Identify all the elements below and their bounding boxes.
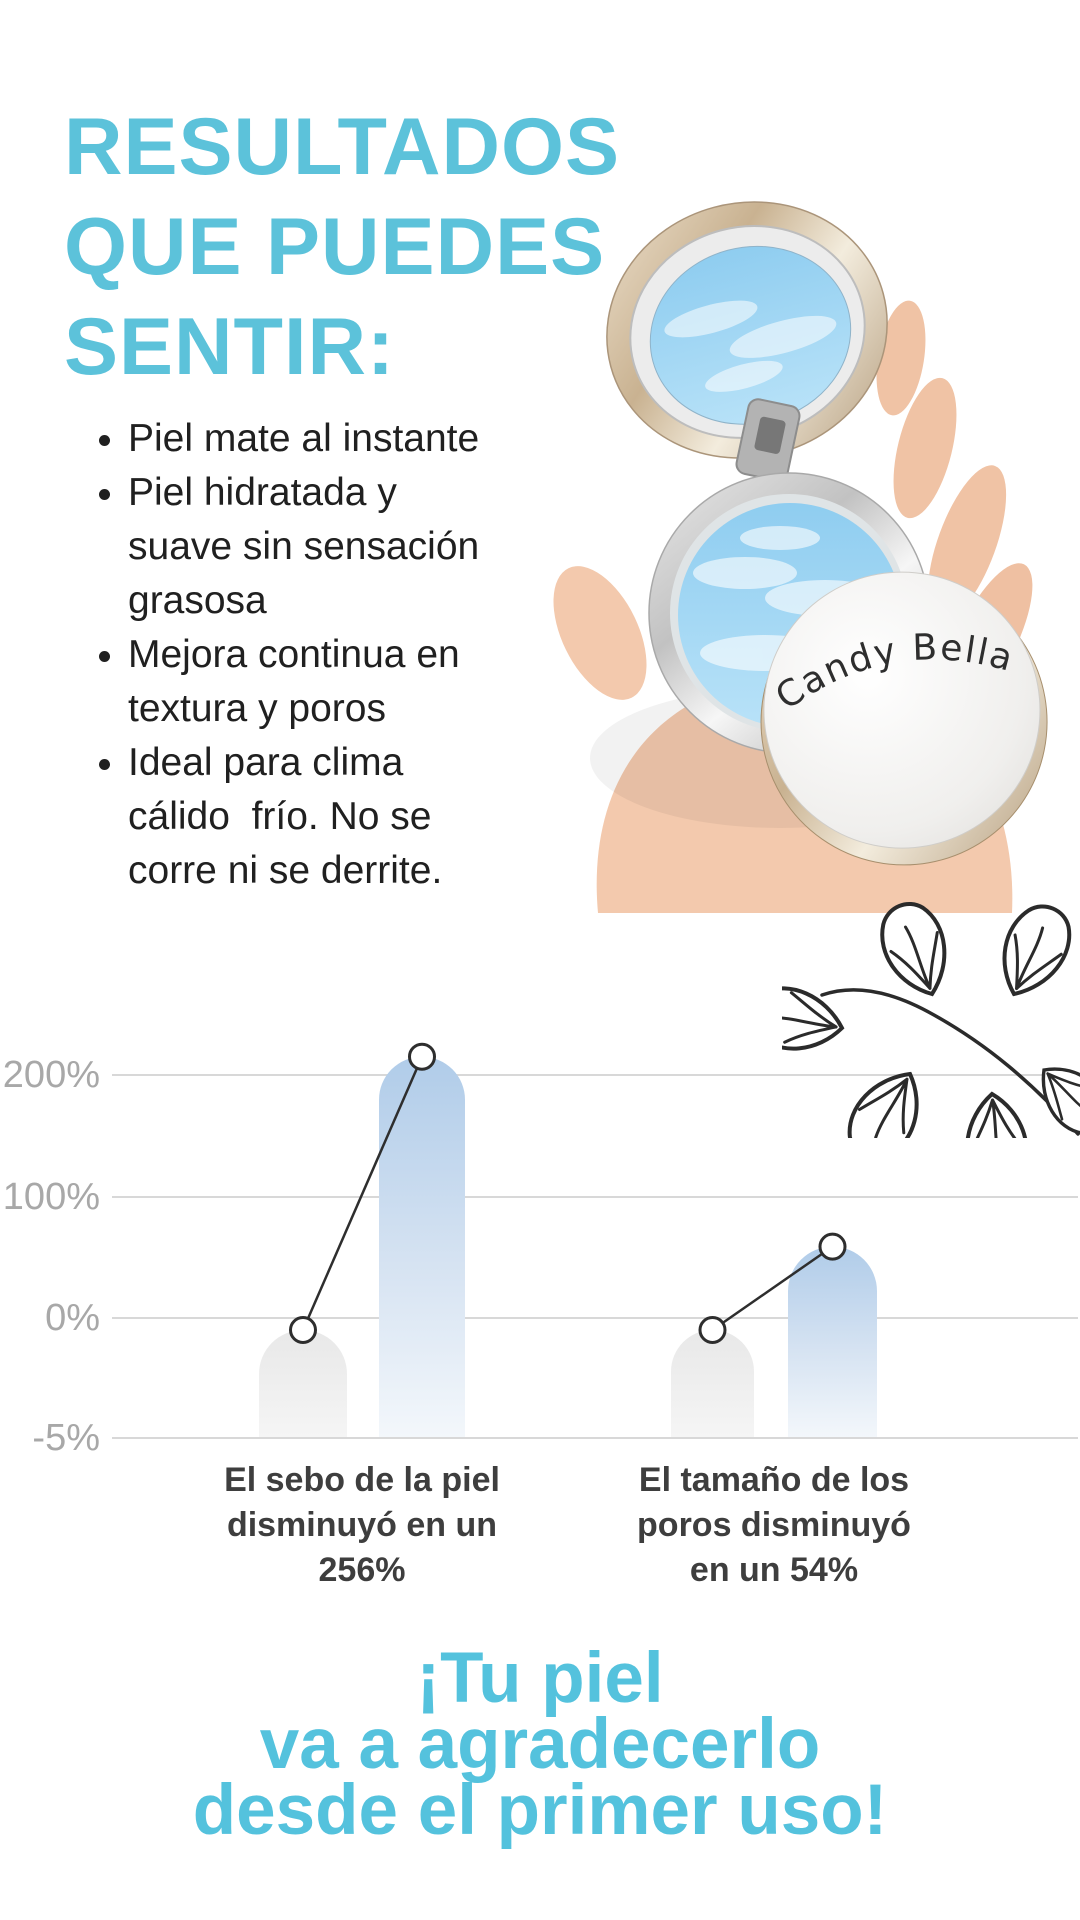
tagline-line: va a agradecerlo	[259, 1705, 821, 1784]
compact-top-lid	[606, 201, 888, 459]
chart-caption-pores: El tamaño de los poros disminuyó en un 5…	[637, 1458, 911, 1593]
list-item: Piel mate al instante	[128, 412, 580, 466]
list-item: Piel hidratada y suave sin sensación gra…	[128, 466, 580, 628]
benefit-text: Mejora continua en textura y poros	[128, 633, 460, 730]
bar-before-group-1	[671, 1330, 754, 1437]
y-tick: 0%	[45, 1297, 100, 1339]
y-tick: 200%	[3, 1054, 100, 1096]
finger	[893, 377, 957, 519]
compact-hinge	[735, 398, 801, 482]
y-tick: -5%	[32, 1417, 100, 1459]
data-point-marker-group-1-after	[818, 1232, 847, 1261]
closing-tagline: ¡Tu piel va a agradecerlo desde el prime…	[0, 1639, 1080, 1850]
data-point-marker-group-1-before	[698, 1316, 727, 1344]
caption-line: El tamaño de los	[638, 1461, 910, 1499]
benefit-text: Piel hidratada y suave sin sensación gra…	[128, 471, 480, 622]
caption-line: 256%	[318, 1551, 406, 1589]
leaf-branch-illustration	[782, 898, 1080, 1138]
y-tick: 100%	[3, 1176, 100, 1218]
title-line: SENTIR:	[64, 302, 395, 392]
leaves-group	[782, 898, 1080, 1138]
connector-line-group-0	[301, 1056, 424, 1331]
thumb	[553, 566, 647, 700]
bar-after-group-0	[379, 1056, 465, 1437]
connector-line-group-1	[711, 1245, 834, 1332]
benefits-list: Piel mate al instante Piel hidratada y s…	[90, 412, 580, 898]
title-line: RESULTADOS	[64, 102, 620, 192]
tagline-line: desde el primer uso!	[192, 1771, 888, 1850]
bar-after-group-1	[788, 1246, 877, 1437]
benefit-text: Piel mate al instante	[128, 417, 480, 460]
compact-base-lid: Candy Bella	[760, 571, 1048, 866]
bars-layer	[259, 1042, 877, 1437]
benefit-text: Ideal para clima cálido frío. No se corr…	[128, 741, 443, 892]
finger	[876, 300, 926, 416]
data-point-marker-group-0-before	[289, 1316, 317, 1344]
caption-line: disminuyó en un	[226, 1506, 498, 1544]
y-axis-ticks: 200% 100% 0% -5%	[3, 1054, 100, 1459]
caption-line: poros disminuyó	[637, 1506, 911, 1544]
results-bar-chart: 200% 100% 0% -5%	[3, 1042, 1078, 1459]
page-title: RESULTADOS QUE PUEDES SENTIR:	[64, 97, 620, 397]
chart-caption-sebum: El sebo de la piel disminuyó en un 256%	[224, 1458, 500, 1593]
title-line: QUE PUEDES	[64, 202, 606, 292]
tagline-line: ¡Tu piel	[416, 1639, 664, 1718]
list-item: Ideal para clima cálido frío. No se corr…	[128, 736, 580, 898]
caption-line: El sebo de la piel	[224, 1461, 500, 1499]
product-photo: Candy Bella	[553, 201, 1048, 913]
list-item: Mejora continua en textura y poros	[128, 628, 580, 736]
caption-line: en un 54%	[689, 1551, 859, 1589]
cloud-pattern	[664, 300, 837, 392]
gridlines	[112, 1074, 1078, 1439]
bar-before-group-0	[259, 1330, 347, 1437]
branch-stem	[820, 988, 1080, 1136]
data-point-marker-group-0-after	[408, 1042, 436, 1071]
